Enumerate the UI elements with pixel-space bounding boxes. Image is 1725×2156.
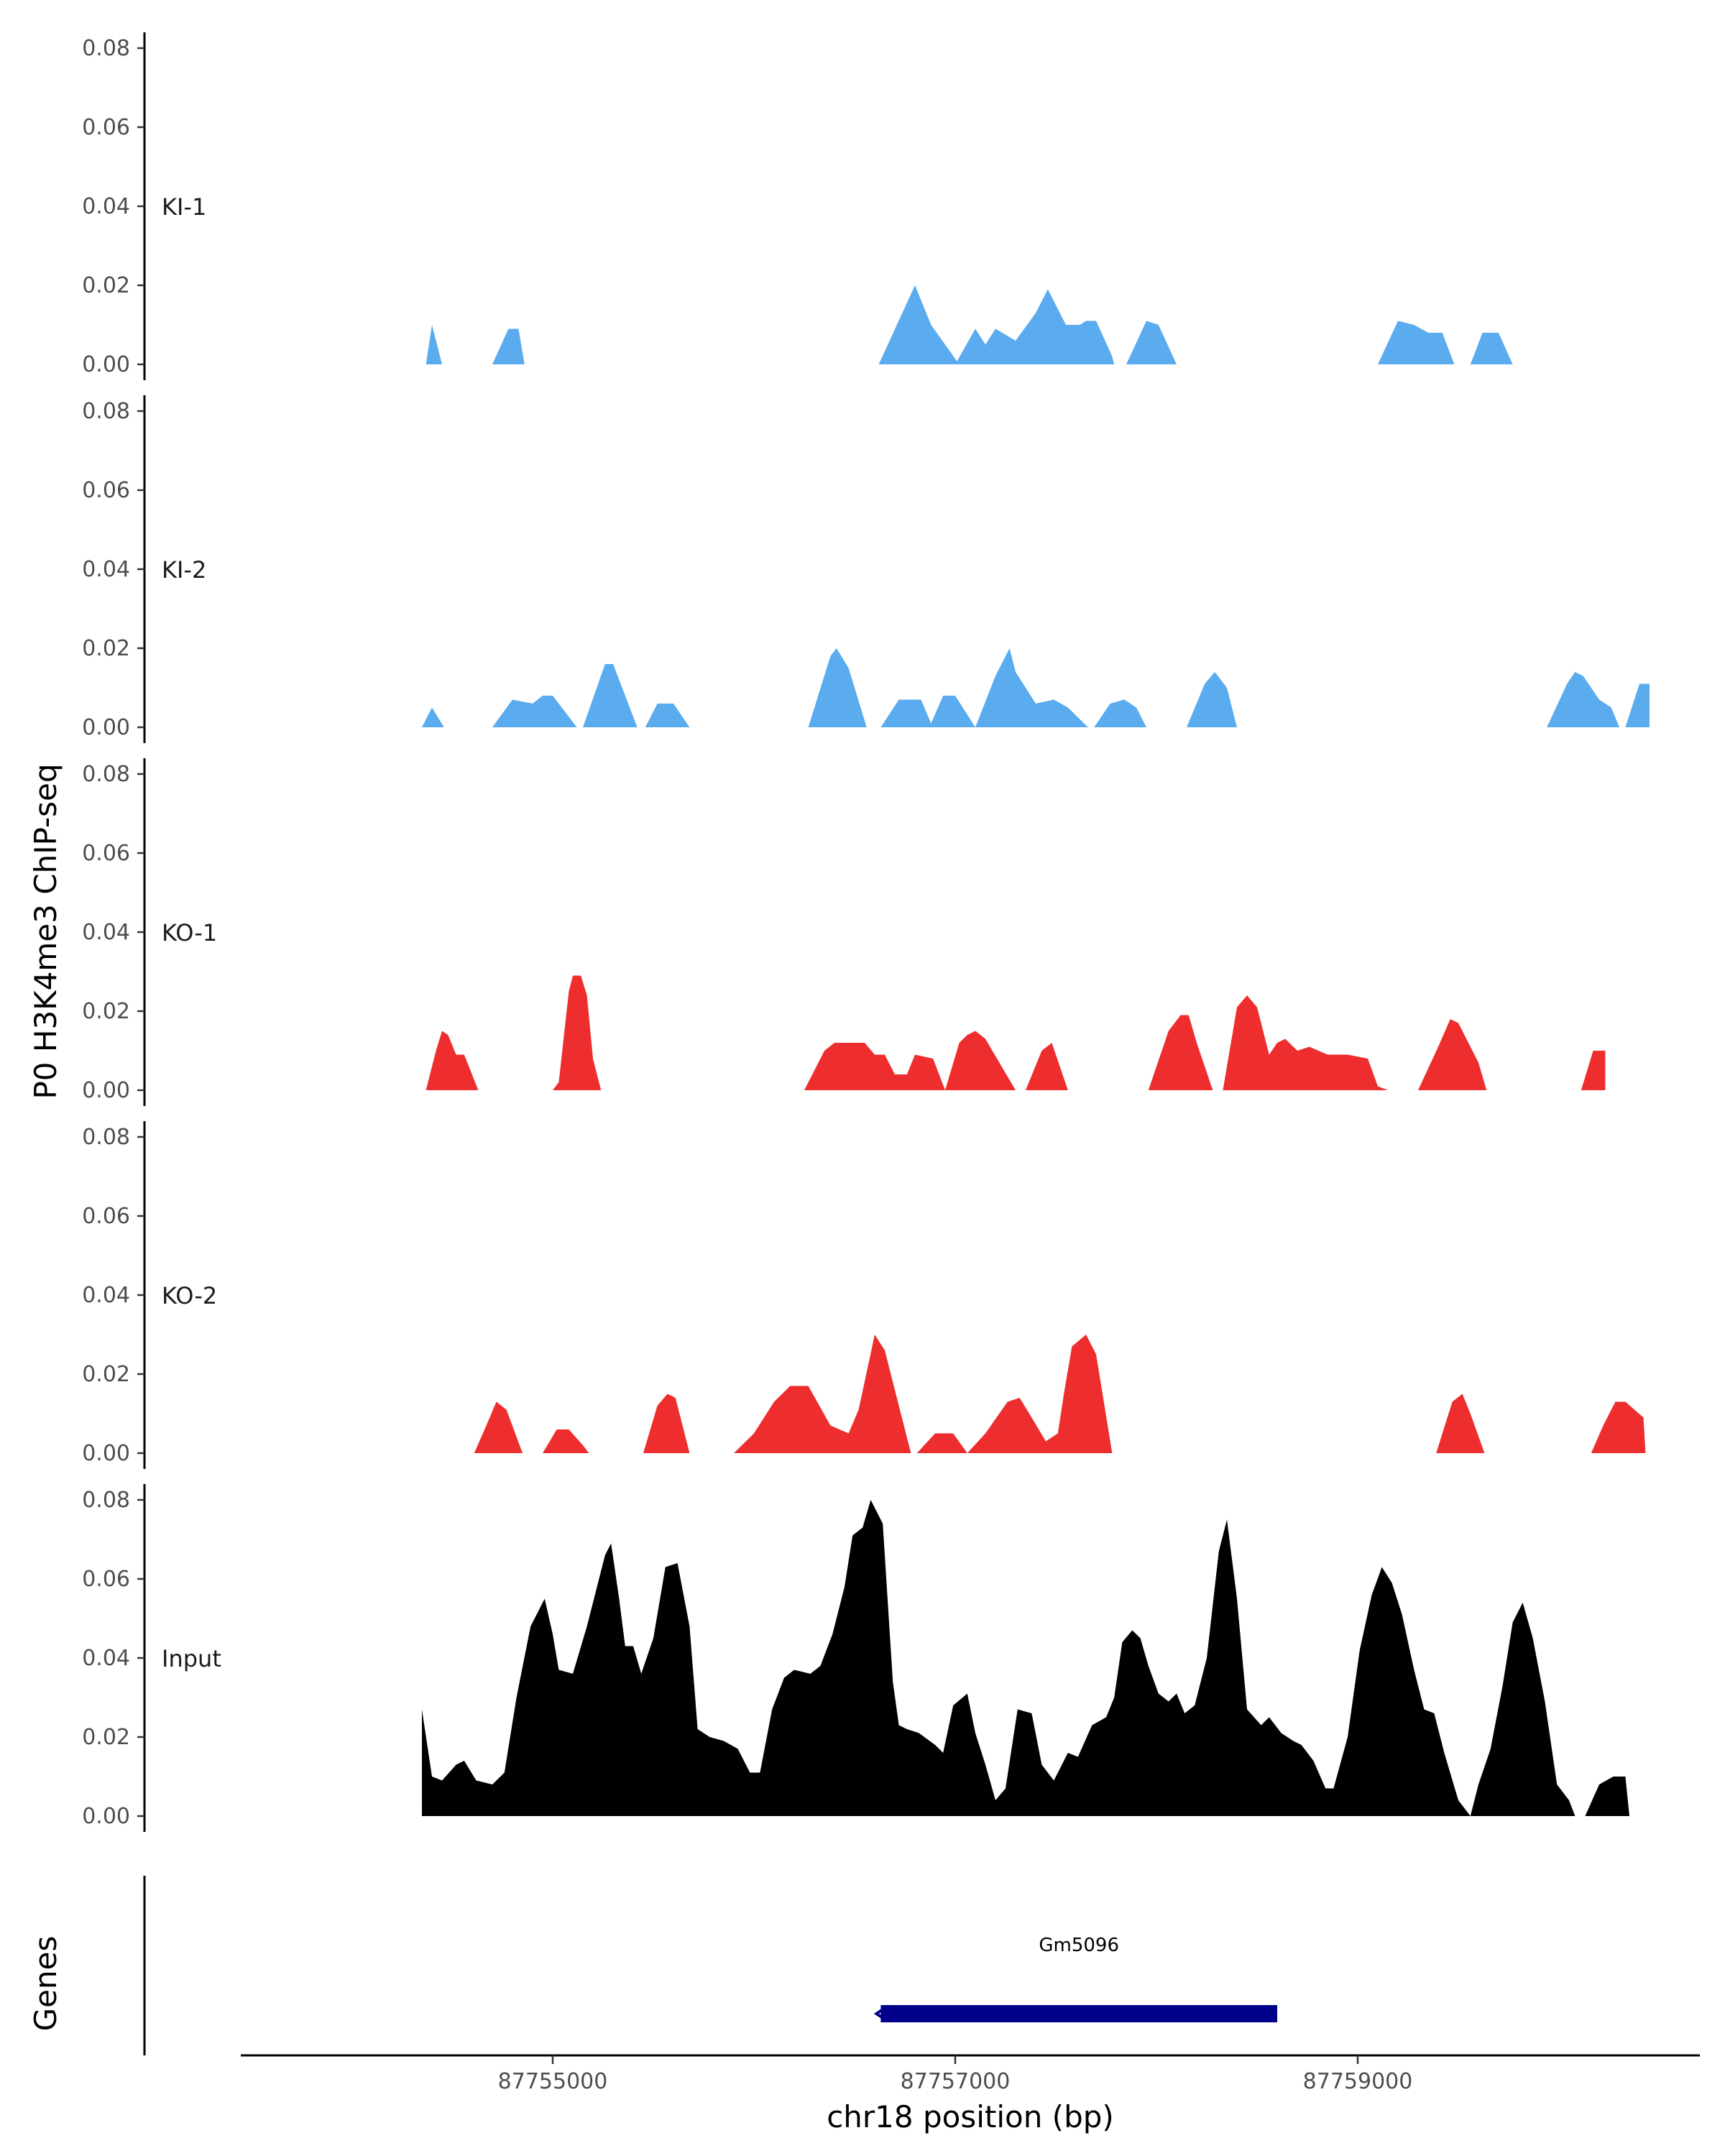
- track-input: 0.00 0.02 0.04 0.06 0.08 Input: [82, 1484, 1629, 1832]
- coverage-peak-ko-1: [553, 975, 602, 1090]
- coverage-peak-ki-1: [1378, 321, 1455, 364]
- y-tick-label-ki-2: 0.00: [82, 715, 130, 740]
- coverage-peak-ki-2: [808, 648, 867, 727]
- y-tick-label-ki-1: 0.02: [82, 273, 130, 298]
- track-ko-1: 0.00 0.02 0.04 0.06 0.08 KO-1: [82, 758, 1606, 1106]
- coverage-peak-ko-1: [945, 1031, 1016, 1090]
- y-tick-label-ko-2: 0.06: [82, 1204, 130, 1229]
- y-tick-label-input: 0.06: [82, 1567, 130, 1592]
- y-tick-label-input: 0.00: [82, 1804, 130, 1829]
- coverage-peak-ki-2: [1625, 683, 1650, 727]
- coverage-peak-ko-1: [1223, 995, 1388, 1090]
- gene-body-gm5096: [880, 2005, 1277, 2022]
- y-tick-label-ko-1: 0.08: [82, 762, 130, 787]
- x-axis: 87755000 87757000 87759000 chr18 position …: [241, 2054, 1700, 2134]
- coverage-peak-ki-2: [880, 696, 975, 727]
- coverage-peak-ki-2: [645, 704, 690, 727]
- coverage-peak-ki-2: [583, 664, 638, 727]
- coverage-peak-ki-1: [1126, 321, 1177, 364]
- coverage-peak-ko-2: [916, 1433, 967, 1453]
- y-tick-label-input: 0.08: [82, 1488, 130, 1513]
- y-tick-label-ko-1: 0.00: [82, 1078, 130, 1103]
- y-tick-label-ko-2: 0.08: [82, 1125, 130, 1150]
- coverage-peak-ki-2: [975, 648, 1088, 727]
- y-tick-label-ko-1: 0.04: [82, 920, 130, 945]
- y-tick-label-ki-1: 0.04: [82, 194, 130, 219]
- coverage-peak-ko-2: [474, 1401, 523, 1453]
- coverage-peak-ki-1: [878, 285, 960, 364]
- coverage-peak-ko-2: [1591, 1401, 1646, 1453]
- track-label-ko-1: KO-1: [162, 919, 217, 946]
- coverage-peak-ki-2: [492, 696, 577, 727]
- y-tick-label-input: 0.04: [82, 1646, 130, 1671]
- coverage-peak-ko-2: [734, 1335, 911, 1453]
- y-tick-label-ko-2: 0.02: [82, 1362, 130, 1387]
- coverage-peak-ki-2: [422, 707, 444, 727]
- x-tick-label: 87757000: [901, 2069, 1011, 2094]
- coverage-peak-input: [422, 1500, 1629, 1816]
- track-label-ki-2: KI-2: [162, 556, 206, 584]
- y-tick-label-ko-1: 0.06: [82, 841, 130, 866]
- coverage-peak-ko-1: [1418, 1019, 1487, 1090]
- x-ticks: 87755000 87757000 87759000: [498, 2055, 1413, 2094]
- y-tick-label-ko-1: 0.02: [82, 999, 130, 1024]
- coverage-peak-ki-1: [1470, 333, 1513, 364]
- y-tick-label-ki-2: 0.06: [82, 478, 130, 503]
- tracks: 0.00 0.02 0.04 0.06 0.08 KI-1 0.00 0.02 0.04 0.06…: [82, 32, 1650, 1832]
- genes-panel: Genes Gm5096: [28, 1876, 1277, 2055]
- y-axis-title: P0 H3K4me3 ChIP-seq: [28, 763, 63, 1099]
- coverage-peak-ko-2: [1436, 1393, 1485, 1453]
- track-label-ko-2: KO-2: [162, 1282, 217, 1309]
- x-tick-label: 87755000: [498, 2069, 608, 2094]
- coverage-peak-ko-1: [804, 1043, 945, 1090]
- y-tick-label-ki-1: 0.08: [82, 36, 130, 61]
- coverage-peak-ki-1: [426, 325, 442, 364]
- coverage-peak-ki-2: [1547, 672, 1619, 727]
- y-tick-label-ko-2: 0.00: [82, 1441, 130, 1466]
- x-axis-title: chr18 position (bp): [827, 2099, 1114, 2134]
- y-tick-label-ki-2: 0.04: [82, 557, 130, 582]
- gene-strand-arrow-gm5096: [873, 2007, 886, 2021]
- coverage-peak-ko-1: [1148, 1015, 1213, 1090]
- track-ki-1: 0.00 0.02 0.04 0.06 0.08 KI-1: [82, 32, 1513, 380]
- gene-label-gm5096: Gm5096: [1039, 1935, 1119, 1956]
- track-ki-2: 0.00 0.02 0.04 0.06 0.08 KI-2: [82, 395, 1650, 743]
- coverage-peak-ko-1: [1026, 1043, 1068, 1090]
- y-tick-label-ki-2: 0.02: [82, 636, 130, 661]
- coverage-peak-ki-2: [1094, 699, 1146, 727]
- y-tick-label-input: 0.02: [82, 1725, 130, 1750]
- coverage-peak-ki-1: [492, 328, 525, 364]
- coverage-peak-ko-2: [643, 1393, 690, 1453]
- y-tick-label-ki-1: 0.00: [82, 352, 130, 377]
- coverage-peak-ko-2: [967, 1335, 1113, 1453]
- track-ko-2: 0.00 0.02 0.04 0.06 0.08 KO-2: [82, 1121, 1646, 1469]
- track-label-input: Input: [162, 1645, 221, 1672]
- coverage-peak-ko-1: [426, 1031, 479, 1090]
- x-tick-label: 87759000: [1303, 2069, 1413, 2094]
- track-label-ki-1: KI-1: [162, 193, 206, 221]
- y-tick-label-ki-2: 0.08: [82, 399, 130, 424]
- y-tick-label-ko-2: 0.04: [82, 1283, 130, 1308]
- gene-models: Gm5096: [873, 1935, 1277, 2022]
- coverage-peak-ko-1: [1581, 1051, 1606, 1090]
- coverage-peak-ki-2: [1187, 672, 1237, 727]
- coverage-peak-ko-2: [543, 1429, 589, 1453]
- genes-axis-title: Genes: [28, 1936, 63, 2032]
- coverage-peak-ki-1: [955, 289, 1115, 364]
- y-tick-label-ki-1: 0.06: [82, 115, 130, 140]
